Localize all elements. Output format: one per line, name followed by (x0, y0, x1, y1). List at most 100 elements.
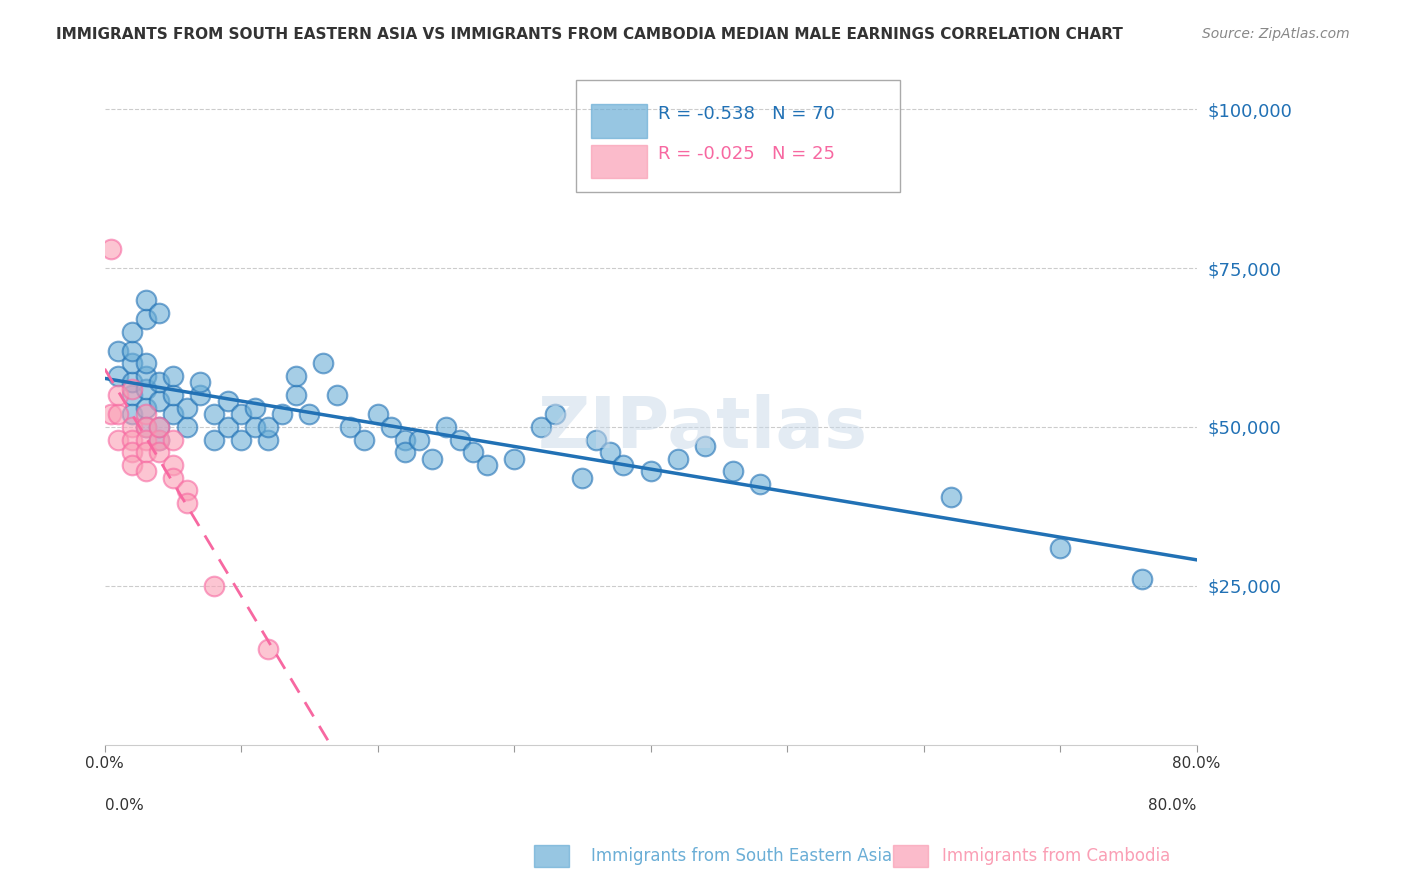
Point (257, 433, 280, 447)
Point (162, 388, 184, 402)
Point (243, 420, 266, 434)
Point (162, 458, 184, 472)
Point (148, 420, 170, 434)
Text: R = -0.538   N = 70: R = -0.538 N = 70 (658, 105, 835, 123)
Point (367, 407, 389, 421)
Point (121, 376, 143, 390)
Point (257, 420, 280, 434)
Point (176, 401, 198, 415)
Point (721, 464, 744, 478)
Point (162, 369, 184, 384)
Point (202, 433, 225, 447)
Point (271, 407, 294, 421)
Point (135, 312, 157, 326)
Point (135, 369, 157, 384)
Point (121, 325, 143, 339)
Point (135, 445, 157, 459)
Text: 80.0%: 80.0% (1149, 798, 1197, 813)
Point (135, 420, 157, 434)
Point (121, 356, 143, 370)
Point (748, 477, 770, 491)
Point (107, 433, 129, 447)
Point (231, 433, 253, 447)
Point (202, 579, 225, 593)
Point (284, 369, 307, 384)
Point (135, 401, 157, 415)
Point (148, 376, 170, 390)
Point (148, 433, 170, 447)
Point (176, 420, 198, 434)
Point (148, 445, 170, 459)
Point (148, 420, 170, 434)
Point (176, 483, 198, 498)
Point (544, 407, 567, 421)
Point (257, 642, 280, 657)
Point (121, 407, 143, 421)
Point (939, 490, 962, 504)
Point (176, 496, 198, 510)
Point (107, 343, 129, 358)
Point (434, 420, 457, 434)
Point (100, 407, 122, 421)
Point (162, 433, 184, 447)
Point (135, 382, 157, 396)
Point (188, 388, 211, 402)
Point (380, 420, 402, 434)
Point (162, 471, 184, 485)
Point (121, 420, 143, 434)
Point (135, 420, 157, 434)
Point (449, 433, 471, 447)
Point (135, 356, 157, 370)
Point (135, 407, 157, 421)
Point (312, 356, 335, 370)
Point (107, 407, 129, 421)
Text: Immigrants from South Eastern Asia: Immigrants from South Eastern Asia (591, 847, 891, 865)
Point (298, 407, 321, 421)
Point (420, 451, 443, 466)
Point (394, 445, 416, 459)
Point (339, 420, 361, 434)
Point (530, 420, 553, 434)
Text: IMMIGRANTS FROM SOUTH EASTERN ASIA VS IMMIGRANTS FROM CAMBODIA MEDIAN MALE EARNI: IMMIGRANTS FROM SOUTH EASTERN ASIA VS IM… (56, 27, 1123, 42)
Point (408, 433, 430, 447)
Text: Immigrants from Cambodia: Immigrants from Cambodia (942, 847, 1170, 865)
Point (284, 388, 307, 402)
Text: ZIPatlas: ZIPatlas (538, 393, 868, 463)
Point (666, 451, 689, 466)
Point (162, 407, 184, 421)
Point (135, 433, 157, 447)
Point (121, 433, 143, 447)
Point (121, 458, 143, 472)
Point (135, 293, 157, 307)
Point (100, 242, 122, 256)
Point (695, 439, 717, 453)
Point (231, 407, 253, 421)
Point (202, 407, 225, 421)
Point (571, 471, 593, 485)
Point (612, 458, 634, 472)
Point (148, 433, 170, 447)
Point (1130, 573, 1153, 587)
Point (121, 343, 143, 358)
Point (107, 369, 129, 384)
Point (121, 382, 143, 396)
Text: 0.0%: 0.0% (104, 798, 143, 813)
Point (148, 394, 170, 409)
Point (121, 388, 143, 402)
Point (135, 464, 157, 478)
Point (394, 433, 416, 447)
Point (188, 376, 211, 390)
Point (325, 388, 347, 402)
Point (148, 305, 170, 319)
Point (463, 445, 485, 459)
Point (121, 445, 143, 459)
Point (243, 401, 266, 415)
Point (640, 464, 662, 478)
Point (503, 451, 526, 466)
Point (217, 394, 239, 409)
Point (599, 445, 621, 459)
Point (585, 433, 607, 447)
Point (217, 420, 239, 434)
Point (353, 433, 375, 447)
Text: Source: ZipAtlas.com: Source: ZipAtlas.com (1202, 27, 1350, 41)
